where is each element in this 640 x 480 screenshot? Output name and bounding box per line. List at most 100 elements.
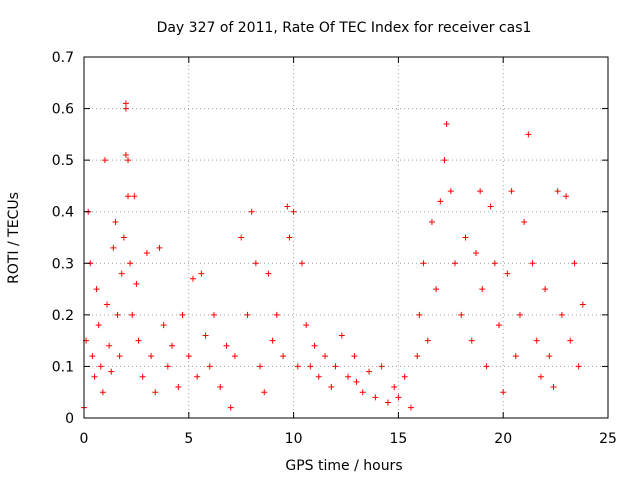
data-point: [210, 311, 217, 318]
y-tick-label: 0.1: [52, 359, 74, 375]
data-point: [462, 234, 469, 241]
data-point: [359, 389, 366, 396]
data-points: [81, 100, 586, 411]
x-tick-label: 25: [599, 431, 617, 447]
data-point: [378, 363, 385, 370]
data-point: [106, 342, 113, 349]
y-axis: 0 0.1 0.2 0.3 0.4 0.5 0.6 0.7: [52, 50, 608, 427]
data-point: [558, 311, 565, 318]
data-point: [127, 260, 134, 267]
data-point: [575, 363, 582, 370]
data-point: [139, 373, 146, 380]
data-point: [338, 332, 345, 339]
data-point: [185, 353, 192, 360]
x-tick-label: 20: [494, 431, 512, 447]
data-point: [129, 311, 136, 318]
data-point: [407, 404, 414, 411]
chart-title: Day 327 of 2011, Rate Of TEC Index for r…: [157, 20, 532, 36]
data-point: [280, 353, 287, 360]
data-point: [479, 286, 486, 293]
plot-frame: [83, 56, 609, 419]
data-point: [118, 270, 125, 277]
y-tick-label: 0.4: [52, 205, 74, 221]
data-point: [437, 198, 444, 205]
data-point: [384, 399, 391, 406]
data-point: [95, 322, 102, 329]
x-axis: 0 5 10 15 20 25: [80, 57, 617, 447]
data-point: [148, 353, 155, 360]
data-point: [554, 188, 561, 195]
data-point: [179, 311, 186, 318]
data-point: [420, 260, 427, 267]
data-point: [120, 234, 127, 241]
data-point: [91, 373, 98, 380]
data-point: [307, 363, 314, 370]
data-point: [303, 322, 310, 329]
data-point: [542, 286, 549, 293]
data-point: [194, 373, 201, 380]
data-point: [311, 342, 318, 349]
data-point: [546, 353, 553, 360]
y-tick-label: 0.7: [52, 50, 74, 66]
data-point: [104, 301, 111, 308]
data-point: [496, 322, 503, 329]
data-point: [189, 275, 196, 282]
data-point: [491, 260, 498, 267]
data-point: [238, 234, 245, 241]
data-point: [468, 337, 475, 344]
data-point: [135, 337, 142, 344]
data-point: [504, 270, 511, 277]
data-point: [202, 332, 209, 339]
x-tick-label: 15: [389, 431, 407, 447]
data-point: [512, 353, 519, 360]
data-point: [443, 121, 450, 128]
data-point: [451, 260, 458, 267]
data-point: [315, 373, 322, 380]
data-point: [164, 363, 171, 370]
data-point: [483, 363, 490, 370]
data-point: [284, 203, 291, 210]
data-point: [227, 404, 234, 411]
data-point: [122, 100, 129, 107]
y-tick-label: 0.2: [52, 308, 74, 324]
data-point: [487, 203, 494, 210]
data-point: [372, 394, 379, 401]
data-point: [273, 311, 280, 318]
x-axis-label: GPS time / hours: [285, 458, 402, 474]
data-point: [152, 389, 159, 396]
data-point: [112, 219, 119, 226]
x-tick-label: 5: [184, 431, 193, 447]
data-point: [322, 353, 329, 360]
data-point: [265, 270, 272, 277]
data-point: [101, 157, 108, 164]
data-point: [114, 311, 121, 318]
data-point: [294, 363, 301, 370]
data-point: [472, 249, 479, 256]
data-point: [533, 337, 540, 344]
data-point: [143, 249, 150, 256]
y-tick-label: 0.6: [52, 102, 74, 118]
data-point: [116, 353, 123, 360]
data-point: [269, 337, 276, 344]
data-point: [206, 363, 213, 370]
data-point: [261, 389, 268, 396]
data-point: [416, 311, 423, 318]
data-point: [567, 337, 574, 344]
data-point: [244, 311, 251, 318]
data-point: [414, 353, 421, 360]
data-point: [401, 373, 408, 380]
data-point: [328, 384, 335, 391]
data-point: [537, 373, 544, 380]
data-point: [441, 157, 448, 164]
grid: [84, 57, 608, 418]
data-point: [122, 151, 129, 158]
data-point: [108, 368, 115, 375]
data-point: [353, 378, 360, 385]
data-point: [366, 368, 373, 375]
data-point: [447, 188, 454, 195]
data-point: [286, 234, 293, 241]
data-point: [169, 342, 176, 349]
data-point: [231, 353, 238, 360]
data-point: [433, 286, 440, 293]
